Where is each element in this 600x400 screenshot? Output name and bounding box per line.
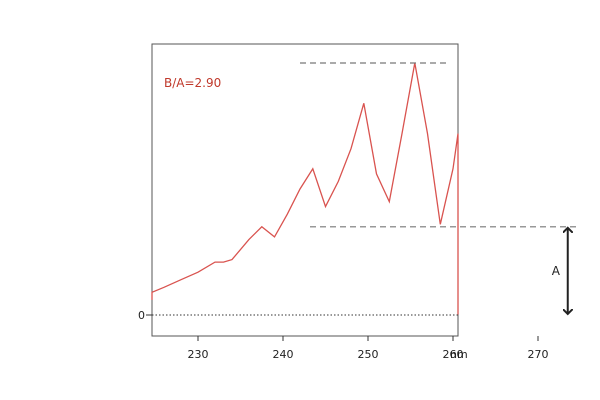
x-tick-label: 270 <box>528 348 549 361</box>
x-tick-label: 240 <box>273 348 294 361</box>
series-line <box>151 62 459 315</box>
zero-label: 0 <box>138 309 145 322</box>
x-tick-label: 260 <box>443 348 464 361</box>
x-unit-label: nm <box>450 348 468 361</box>
x-tick-label: 250 <box>358 348 379 361</box>
ratio-annotation: B/A=2.90 <box>164 76 221 90</box>
a-label: A <box>552 264 561 278</box>
x-tick-label: 230 <box>188 348 209 361</box>
x-axis-ticks: 230240250260270280 <box>188 336 549 361</box>
